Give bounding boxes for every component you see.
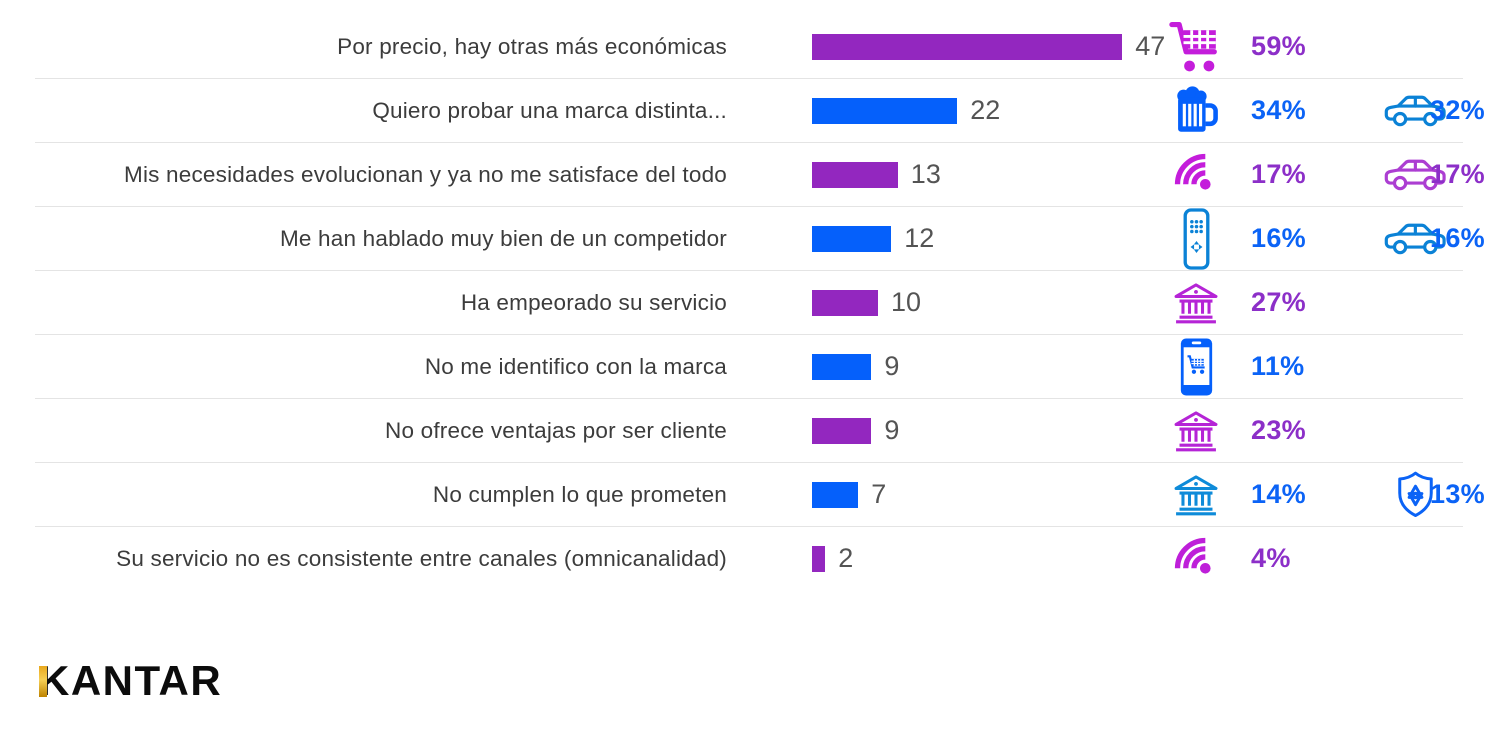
- chart-row: Me han hablado muy bien de un competidor…: [35, 207, 1485, 271]
- row-bar: [812, 289, 878, 316]
- chart-row: Por precio, hay otras más económicas 47 …: [35, 15, 1463, 79]
- metric-icon-slot-1: [1165, 271, 1227, 334]
- row-label: Quiero probar una marca distinta...: [372, 97, 727, 123]
- row-label: Ha empeorado su servicio: [460, 289, 727, 315]
- metric-percent-1: 4%: [1251, 543, 1291, 573]
- metric-percent-1: 23%: [1251, 415, 1306, 445]
- metric-percent-1: 17%: [1251, 159, 1306, 189]
- metric-icon-slot-1: [1165, 463, 1227, 526]
- chart-row: Ha empeorado su servicio 10 27%: [35, 271, 1463, 335]
- metric-percent-1: 11%: [1251, 351, 1305, 381]
- metric-percent-1: 14%: [1251, 479, 1306, 509]
- row-bar: [812, 161, 898, 188]
- metric-icon-slot-1: [1165, 79, 1227, 142]
- row-bar: [812, 545, 826, 572]
- bank-icon: [1171, 472, 1221, 518]
- row-bar: [812, 353, 872, 380]
- row-value: 10: [891, 287, 922, 317]
- row-label: Por precio, hay otras más económicas: [337, 33, 727, 59]
- kantar-logo: KANTAR: [39, 658, 222, 704]
- row-label: No ofrece ventajas por ser cliente: [385, 417, 727, 443]
- row-value: 47: [1135, 31, 1166, 61]
- metric-percent-1: 34%: [1251, 95, 1306, 125]
- row-bar: [812, 97, 958, 124]
- bank-icon: [1171, 408, 1221, 454]
- row-label: No me identifico con la marca: [424, 353, 727, 379]
- chart-row: No cumplen lo que prometen 7 14% 13%: [35, 463, 1485, 527]
- row-bar: [812, 417, 872, 444]
- row-bar: [812, 225, 892, 252]
- beer-mug-icon: [1171, 83, 1221, 138]
- row-value: 13: [910, 159, 941, 189]
- remote-control-icon: [1183, 208, 1210, 270]
- metric-icon-slot-1: [1165, 399, 1227, 462]
- metric-percent-2: 17%: [1430, 159, 1485, 189]
- metric-percent-2: 32%: [1430, 95, 1485, 125]
- chart-row: Mis necesidades evolucionan y ya no me s…: [35, 143, 1485, 207]
- shopping-cart-icon: [1168, 19, 1224, 75]
- metric-icon-slot-1: [1165, 15, 1227, 78]
- row-label: Me han hablado muy bien de un competidor: [279, 225, 727, 251]
- bar-chart: Por precio, hay otras más económicas 47 …: [35, 15, 1485, 590]
- chart-row: No ofrece ventajas por ser cliente 9 23%: [35, 399, 1463, 463]
- bank-icon: [1171, 280, 1221, 326]
- wifi-icon: [1173, 151, 1220, 198]
- metric-percent-1: 27%: [1251, 287, 1306, 317]
- row-value: 2: [838, 543, 854, 573]
- row-label: Su servicio no es consistente entre cana…: [116, 545, 727, 571]
- row-label: No cumplen lo que prometen: [432, 481, 727, 507]
- row-value: 7: [871, 479, 887, 509]
- chart-row: Su servicio no es consistente entre cana…: [35, 527, 1463, 590]
- row-bar: [812, 33, 1123, 60]
- chart-rows: Por precio, hay otras más económicas 47 …: [35, 15, 1485, 590]
- chart-row: No me identifico con la marca 9 11%: [35, 335, 1463, 399]
- chart-row: Quiero probar una marca distinta... 22 3…: [35, 79, 1485, 143]
- row-value: 22: [970, 95, 1001, 125]
- metric-percent-2: 16%: [1430, 223, 1485, 253]
- phone-cart-icon: [1178, 337, 1215, 397]
- metric-percent-1: 59%: [1251, 31, 1306, 61]
- row-label: Mis necesidades evolucionan y ya no me s…: [124, 161, 727, 187]
- kantar-gold-bar: [39, 666, 47, 697]
- wifi-icon: [1173, 535, 1220, 582]
- metric-icon-slot-1: [1165, 143, 1227, 206]
- row-value: 12: [904, 223, 935, 253]
- metric-icon-slot-1: [1165, 207, 1227, 270]
- metric-icon-slot-1: [1165, 335, 1227, 398]
- metric-percent-2: 13%: [1430, 479, 1485, 509]
- metric-percent-1: 16%: [1251, 223, 1306, 253]
- metric-icon-slot-1: [1165, 527, 1227, 590]
- row-value: 9: [884, 415, 900, 445]
- row-value: 9: [884, 351, 900, 381]
- kantar-logo-text: KANTAR: [39, 657, 223, 704]
- row-bar: [812, 481, 859, 508]
